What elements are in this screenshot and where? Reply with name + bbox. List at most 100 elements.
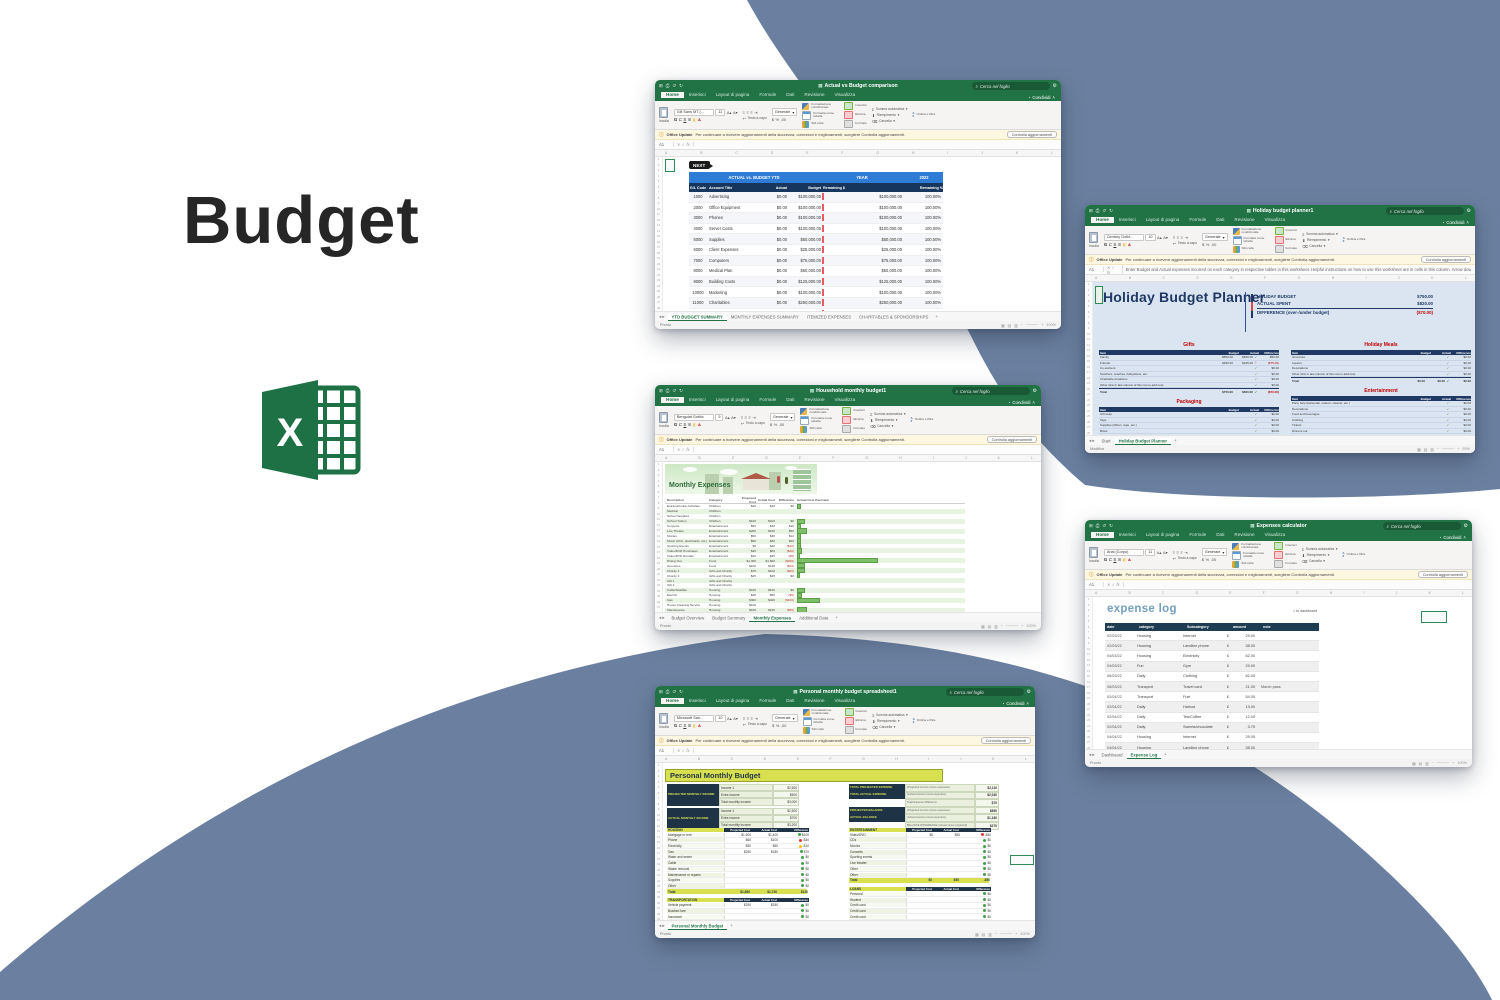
ribbon-tab-visualizza[interactable]: Visualizza xyxy=(1264,532,1286,537)
row-number[interactable]: 3 xyxy=(657,774,660,778)
settings-icon[interactable]: ⚙ xyxy=(1466,208,1471,214)
borders-button[interactable]: ⊞ xyxy=(687,421,692,427)
row-number[interactable]: 16 xyxy=(1086,679,1091,684)
zoom-slider[interactable]: ──◦── xyxy=(1436,761,1450,765)
shrink-font-button[interactable]: A▾ xyxy=(732,109,738,115)
conditional-formatting-button[interactable]: Formattazione condizionale xyxy=(802,102,839,110)
ribbon-tab-revisione[interactable]: Revisione xyxy=(804,397,825,402)
row-number[interactable]: 5 xyxy=(1087,304,1090,308)
row-number[interactable]: 19 xyxy=(1086,381,1091,385)
column-letter[interactable]: H xyxy=(899,456,902,460)
column-letter[interactable]: D xyxy=(770,151,774,155)
fill-button[interactable]: ⬇ Riempimento ▾ xyxy=(1302,237,1330,243)
row-number[interactable]: 19 xyxy=(656,862,661,866)
row-number[interactable]: 4 xyxy=(657,478,660,483)
row-number[interactable]: 19 xyxy=(656,561,661,565)
comma-format-button[interactable]: ,00 xyxy=(778,422,785,427)
format-cells-button[interactable]: Formato xyxy=(844,726,867,734)
sheet-area[interactable]: 1 2 3 4 5 6 7 8 9 10 11 12 13 14 15 16 17 18 19 20 21 22 23 24 2… xyxy=(655,157,1061,311)
delete-cells-button[interactable]: Elimina xyxy=(844,717,868,725)
column-letter[interactable]: L xyxy=(1051,151,1053,155)
row-number[interactable]: 2 xyxy=(657,768,660,773)
row-number[interactable]: 27 xyxy=(656,300,661,304)
row-number[interactable]: 1 xyxy=(657,763,660,767)
row-number[interactable]: 7 xyxy=(657,495,660,499)
column-letter[interactable]: C xyxy=(730,757,734,761)
row-number[interactable]: 18 xyxy=(656,555,661,560)
sheet-tab[interactable]: Dashboard xyxy=(1101,752,1123,757)
row-number[interactable]: 12 xyxy=(1086,657,1091,662)
row-number[interactable]: 25 xyxy=(656,895,661,899)
conditional-formatting-button[interactable]: Formattazione condizionale xyxy=(1232,542,1269,550)
row-number[interactable]: 25 xyxy=(1086,414,1091,418)
check-updates-button[interactable]: Controlla aggiornamenti xyxy=(1420,256,1471,263)
formula-bar[interactable]: A1 ✕ ✓ fx Enter Budget and Actual expens… xyxy=(1085,264,1475,275)
paste-button[interactable]: Incolla xyxy=(659,102,669,128)
zoom-out-button[interactable]: − xyxy=(994,932,997,936)
row-number[interactable]: 7 xyxy=(1087,630,1090,634)
sheet-tab[interactable]: ITEMIZED EXPENSES xyxy=(806,314,852,319)
row-number[interactable]: 23 xyxy=(656,884,661,888)
conditional-formatting-button[interactable]: Formattazione condizionale xyxy=(802,708,840,716)
undo-icon[interactable]: ↺ xyxy=(1102,523,1107,528)
borders-button[interactable]: ⊞ xyxy=(1117,241,1122,247)
sheet-tab[interactable]: Expense Log xyxy=(1126,751,1162,759)
row-number[interactable]: 28 xyxy=(1086,745,1091,750)
row-number[interactable]: 20 xyxy=(656,261,661,266)
row-number[interactable]: 12 xyxy=(1086,342,1091,347)
row-number[interactable]: 15 xyxy=(656,234,661,238)
column-letter[interactable]: K xyxy=(992,757,995,761)
column-letter[interactable]: C xyxy=(1161,591,1165,595)
font-name-select[interactable]: Century Gothi... xyxy=(1103,233,1144,241)
row-number[interactable]: 13 xyxy=(1086,348,1091,352)
font-color-button[interactable]: A xyxy=(697,116,701,122)
share-button[interactable]: ◔ Condividi ˄ xyxy=(1008,400,1035,406)
row-number[interactable]: 15 xyxy=(656,840,661,844)
row-number[interactable]: 8 xyxy=(1087,320,1090,325)
row-number[interactable]: 4 xyxy=(657,173,660,178)
column-letter[interactable]: I xyxy=(1363,591,1365,595)
row-number[interactable]: 1 xyxy=(657,462,660,466)
font-name-select[interactable]: Microsoft San... xyxy=(673,714,714,722)
row-number[interactable]: 7 xyxy=(657,796,660,800)
zoom-in-button[interactable]: + xyxy=(1015,932,1018,936)
column-letter[interactable]: E xyxy=(1230,276,1233,280)
row-number[interactable]: 25 xyxy=(656,289,661,293)
row-number[interactable]: 3 xyxy=(1087,608,1090,612)
sheet-tab[interactable]: Personal Monthly Budget xyxy=(667,922,728,930)
font-size-select[interactable]: 11 xyxy=(1145,548,1156,556)
font-name-select[interactable]: Benguiat Gothic xyxy=(673,413,714,421)
row-number[interactable]: 26 xyxy=(1086,734,1091,739)
row-number[interactable]: 14 xyxy=(656,834,661,839)
normal-view-icon[interactable]: ▦ xyxy=(1000,323,1005,328)
zoom-out-button[interactable]: − xyxy=(1000,624,1003,628)
row-number[interactable]: 6 xyxy=(657,790,660,795)
row-number[interactable]: 3 xyxy=(657,168,660,172)
ribbon-tab-home[interactable]: Home xyxy=(1091,216,1114,223)
window-titlebar[interactable]: ⊞ ⎙ ↺ ↻ ▤ Actual vs Budget comparison ⌕ … xyxy=(655,80,1061,92)
font-color-button[interactable]: A xyxy=(697,421,701,427)
row-number[interactable]: 26 xyxy=(656,599,661,604)
currency-format-button[interactable]: $ xyxy=(769,422,773,427)
align-top-icon[interactable]: ≡ xyxy=(1172,549,1175,555)
row-number[interactable]: 2 xyxy=(657,467,660,472)
percent-format-button[interactable]: % xyxy=(1205,557,1210,562)
cell-styles-button[interactable]: Stili cella xyxy=(1232,560,1269,568)
ribbon-tab-revisione[interactable]: Revisione xyxy=(804,92,825,97)
save-icon[interactable]: ⎙ xyxy=(1095,208,1100,213)
indent-icon[interactable]: ⇥ xyxy=(754,715,758,721)
row-number[interactable]: 6 xyxy=(657,184,660,189)
formula-bar[interactable]: A1 ✕ ✓ fx xyxy=(1085,580,1472,590)
cell-reference-box[interactable]: A1 xyxy=(659,447,674,452)
settings-icon[interactable]: ⚙ xyxy=(1052,83,1057,89)
row-number[interactable]: 16 xyxy=(1086,364,1091,369)
insert-cells-button[interactable]: Inserisci xyxy=(842,407,865,415)
clear-button[interactable]: ⌫ Cancella ▾ xyxy=(872,724,896,730)
bold-button[interactable]: G xyxy=(1103,241,1108,247)
window-titlebar[interactable]: ⊞ ⎙ ↺ ↻ ▤ Personal monthly budget spread… xyxy=(655,686,1035,698)
conditional-formatting-button[interactable]: Formattazione condizionale xyxy=(800,407,837,415)
delete-cells-button[interactable]: Elimina xyxy=(1274,236,1298,244)
row-number[interactable]: 28 xyxy=(656,305,661,310)
pagebreak-view-icon[interactable]: ▥ xyxy=(1425,761,1429,766)
zoom-in-button[interactable]: + xyxy=(1041,323,1044,327)
